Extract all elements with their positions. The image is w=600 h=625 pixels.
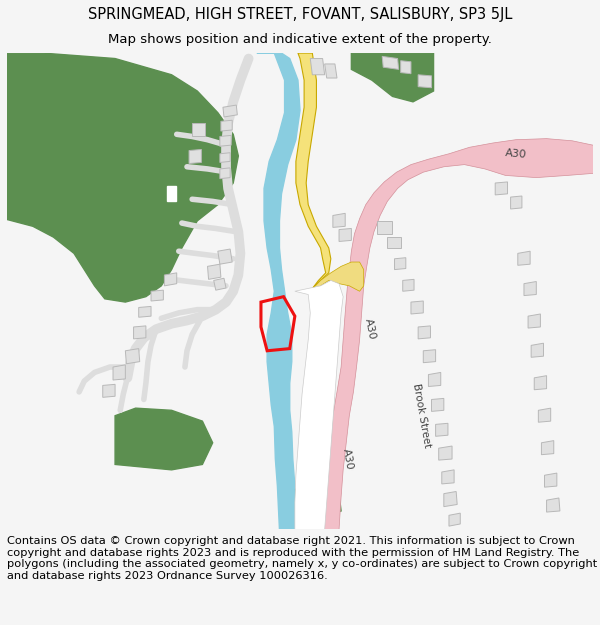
Polygon shape: [223, 105, 238, 117]
Polygon shape: [403, 279, 414, 291]
Text: Map shows position and indicative extent of the property.: Map shows position and indicative extent…: [108, 34, 492, 46]
Polygon shape: [295, 489, 341, 519]
Polygon shape: [295, 281, 343, 529]
Polygon shape: [524, 281, 536, 296]
Polygon shape: [296, 53, 331, 291]
Polygon shape: [134, 326, 146, 339]
Polygon shape: [189, 149, 202, 164]
Polygon shape: [382, 56, 398, 69]
Polygon shape: [545, 473, 557, 487]
Polygon shape: [151, 290, 163, 301]
Text: A30: A30: [505, 148, 527, 160]
Polygon shape: [103, 384, 115, 398]
Polygon shape: [310, 59, 325, 75]
Polygon shape: [220, 152, 230, 162]
Polygon shape: [534, 376, 547, 390]
Polygon shape: [220, 168, 230, 179]
Polygon shape: [442, 470, 454, 484]
Text: Contains OS data © Crown copyright and database right 2021. This information is : Contains OS data © Crown copyright and d…: [7, 536, 598, 581]
Polygon shape: [339, 229, 352, 241]
Polygon shape: [113, 365, 125, 380]
Polygon shape: [192, 124, 205, 136]
Polygon shape: [167, 186, 176, 201]
Text: SPRINGMEAD, HIGH STREET, FOVANT, SALISBURY, SP3 5JL: SPRINGMEAD, HIGH STREET, FOVANT, SALISBU…: [88, 7, 512, 22]
Polygon shape: [439, 446, 452, 460]
Polygon shape: [221, 120, 232, 131]
Polygon shape: [444, 491, 457, 507]
Polygon shape: [428, 372, 441, 386]
Polygon shape: [418, 326, 430, 339]
Polygon shape: [115, 408, 212, 470]
Polygon shape: [323, 139, 600, 529]
Polygon shape: [547, 498, 560, 512]
Polygon shape: [388, 237, 401, 248]
Text: A30: A30: [340, 448, 354, 471]
Polygon shape: [411, 301, 423, 314]
Polygon shape: [333, 213, 345, 228]
Polygon shape: [528, 314, 541, 328]
Polygon shape: [164, 273, 177, 286]
Polygon shape: [418, 75, 431, 88]
Polygon shape: [208, 264, 221, 279]
Polygon shape: [0, 53, 238, 302]
Polygon shape: [436, 423, 448, 436]
Polygon shape: [220, 136, 231, 146]
Polygon shape: [538, 408, 551, 422]
Polygon shape: [257, 53, 300, 529]
Polygon shape: [495, 182, 508, 195]
Polygon shape: [541, 441, 554, 455]
Polygon shape: [125, 349, 140, 364]
Polygon shape: [395, 258, 406, 269]
Polygon shape: [325, 64, 337, 78]
Polygon shape: [531, 343, 544, 357]
Polygon shape: [431, 398, 444, 411]
Text: Brook Street: Brook Street: [410, 382, 432, 449]
Polygon shape: [139, 306, 151, 318]
Text: A30: A30: [363, 318, 377, 341]
Polygon shape: [377, 221, 392, 234]
Polygon shape: [310, 262, 364, 294]
Polygon shape: [511, 196, 522, 209]
Polygon shape: [449, 513, 460, 526]
Polygon shape: [423, 350, 436, 362]
Polygon shape: [401, 61, 411, 74]
Polygon shape: [214, 278, 226, 290]
Polygon shape: [218, 249, 232, 264]
Polygon shape: [518, 251, 530, 265]
Polygon shape: [352, 53, 434, 102]
